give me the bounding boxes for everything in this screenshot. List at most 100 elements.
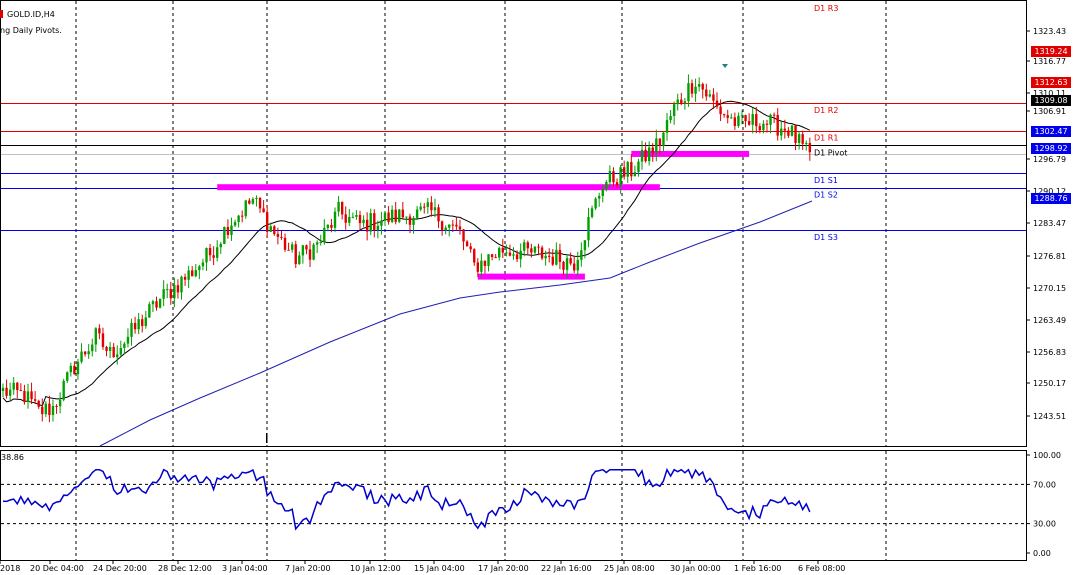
bull-candle: [544, 255, 547, 259]
bear-candle: [308, 249, 312, 260]
bull-candle: [412, 217, 415, 225]
bear-candle: [105, 346, 108, 351]
bear-candle: [394, 209, 397, 222]
bull-candle: [448, 224, 451, 228]
bear-candle: [658, 138, 662, 146]
bear-candle: [340, 201, 344, 215]
bull-candle: [126, 336, 130, 344]
bull-candle: [565, 258, 569, 270]
price-axis-label: 1306.91: [1033, 107, 1066, 116]
bull-candle: [633, 172, 637, 177]
price-axis-label: 1276.81: [1033, 252, 1066, 261]
bull-candle: [205, 247, 208, 263]
time-axis-label: 17 Jan 20:00: [478, 564, 529, 573]
bull-candle: [1, 387, 5, 392]
bear-candle: [562, 261, 565, 270]
bull-candle: [640, 149, 644, 162]
bear-candle: [551, 256, 554, 265]
bull-candle: [405, 216, 408, 218]
bear-candle: [776, 114, 779, 136]
bull-candle: [594, 198, 597, 209]
bear-candle: [705, 89, 708, 97]
bull-candle: [319, 241, 322, 243]
bull-candle: [198, 266, 201, 271]
bear-candle: [133, 322, 137, 330]
oscillator-value: 38.86: [1, 453, 24, 462]
bear-candle: [755, 114, 758, 127]
bear-candle: [265, 212, 269, 232]
bull-candle: [487, 254, 490, 266]
zone-bar[interactable]: [217, 184, 660, 191]
bear-candle: [258, 197, 262, 209]
osc-axis-label: 70.00: [1033, 480, 1056, 489]
price-axis: 1323.43 1316.77 1310.11 1306.91 1296.79 1290.…: [1026, 27, 1066, 421]
bear-candle: [305, 245, 308, 250]
bear-candle: [526, 242, 529, 249]
bull-candle: [116, 354, 119, 358]
bull-candle: [398, 209, 401, 222]
support-resistance-zones[interactable]: [217, 150, 750, 280]
bull-candle: [333, 211, 337, 228]
pivot-label: D1 S1: [814, 176, 838, 185]
bull-candle: [326, 224, 330, 229]
bear-candle: [408, 216, 412, 225]
bull-candle: [576, 259, 579, 271]
bull-candle: [237, 215, 240, 223]
bear-candle: [722, 114, 726, 116]
bull-candle: [433, 207, 437, 211]
bear-candle: [465, 241, 469, 247]
bull-candle: [187, 270, 190, 280]
bull-candle: [173, 285, 176, 299]
bull-candle: [355, 215, 358, 217]
bull-candle: [505, 252, 508, 254]
bear-candle: [801, 134, 804, 144]
bull-candle: [790, 125, 794, 136]
bull-candle: [12, 382, 15, 390]
bull-candle: [383, 212, 387, 221]
zone-bar[interactable]: [477, 273, 585, 280]
time-axis-label: 6 Feb 08:00: [798, 564, 845, 573]
bear-candle: [226, 226, 230, 235]
bull-candle: [301, 245, 305, 256]
bear-candle: [733, 117, 737, 126]
price-tag-pivot: 1309.08: [1031, 95, 1071, 106]
zone-bar[interactable]: [631, 150, 750, 157]
price-axis-label: 1310.11: [1033, 89, 1066, 98]
price-axis-label: 1323.43: [1033, 27, 1066, 36]
bear-candle: [101, 333, 105, 347]
bull-candle: [58, 399, 62, 407]
bear-candle: [73, 365, 76, 375]
bear-candle: [48, 403, 51, 416]
bear-candle: [719, 106, 722, 115]
price-axis-label: 1243.51: [1033, 412, 1066, 421]
bear-candle: [41, 406, 44, 415]
trade-arrow-icon: [722, 64, 728, 68]
bull-candle: [137, 319, 140, 330]
bull-candle: [244, 200, 247, 217]
bull-candle: [216, 247, 219, 258]
bear-candle: [387, 212, 390, 222]
bull-candle: [730, 117, 733, 119]
bull-candle: [780, 128, 783, 136]
time-axis-label: 15 Jan 04:00: [414, 564, 465, 573]
bear-candle: [458, 226, 462, 230]
bull-candle: [597, 195, 601, 199]
bear-candle: [280, 236, 283, 238]
bear-candle: [612, 171, 615, 183]
time-axis-label: 3 Jan 04:00: [222, 564, 268, 573]
bull-candle: [158, 298, 162, 308]
bull-candle: [805, 143, 808, 145]
price-axis-label: 1256.83: [1033, 348, 1066, 357]
bull-candle: [655, 138, 658, 153]
bull-candle: [533, 246, 537, 253]
bear-candle: [473, 249, 476, 263]
bull-candle: [91, 344, 94, 352]
bull-candle: [555, 249, 558, 265]
bear-candle: [423, 206, 426, 208]
bull-candle: [26, 391, 30, 402]
bull-candle: [315, 242, 319, 245]
bull-candle: [162, 289, 165, 299]
bear-candle: [573, 263, 576, 271]
time-axis-label: 24 Dec 20:00: [93, 564, 147, 573]
